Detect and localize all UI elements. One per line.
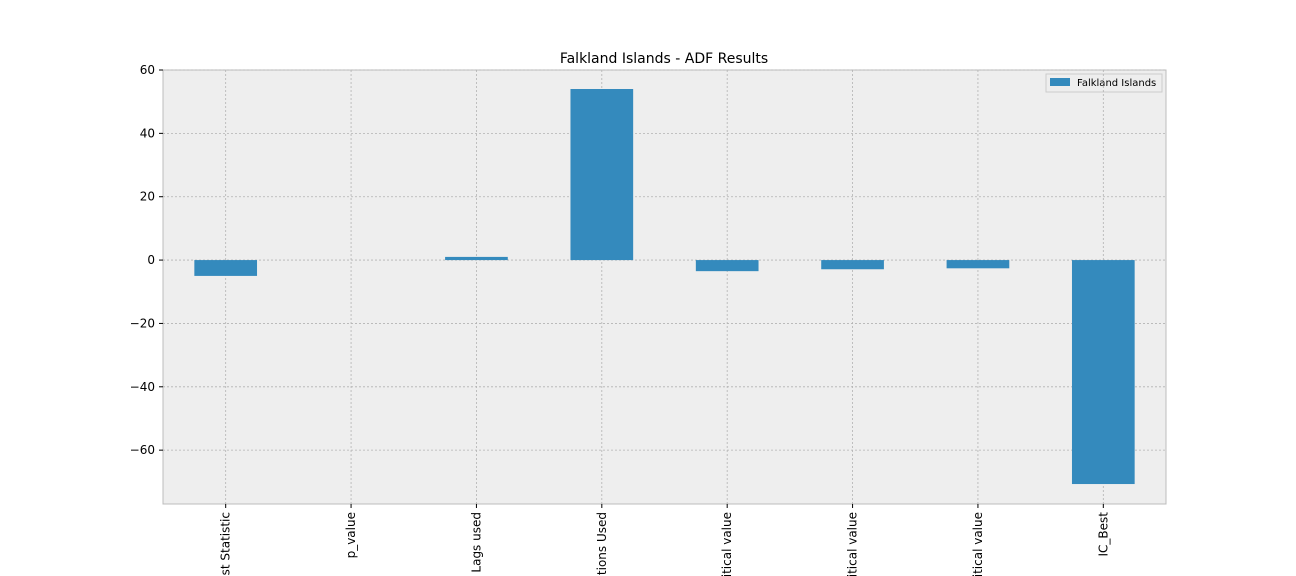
x-tick-label: IC_Best	[1096, 512, 1110, 557]
bar	[695, 260, 759, 272]
chart-title: Falkland Islands - ADF Results	[560, 51, 768, 67]
legend: Falkland Islands	[1045, 73, 1163, 93]
y-tick-label: 60	[140, 63, 155, 77]
bar	[445, 256, 508, 261]
bar	[1071, 260, 1135, 485]
bar	[194, 260, 258, 276]
y-tick-label: −60	[130, 443, 155, 457]
bar	[821, 260, 884, 270]
x-tick-label: est Statistic	[219, 512, 233, 576]
y-tick-label: 20	[140, 190, 155, 204]
x-tick-label: ritical value	[846, 512, 860, 576]
y-tick-label: 0	[147, 253, 155, 267]
x-tick-label: ritical value	[720, 512, 734, 576]
legend-box	[1045, 73, 1163, 93]
x-tick-label: p_value	[344, 512, 358, 558]
legend-swatch	[1050, 78, 1070, 86]
y-tick-label: 40	[140, 126, 155, 140]
x-tick-label: ations Used	[595, 512, 609, 576]
bar	[946, 260, 1010, 269]
x-tick-label: Lags used	[469, 512, 483, 573]
legend-label: Falkland Islands	[1077, 78, 1156, 89]
x-tick-label: ritical value	[971, 512, 985, 576]
y-tick-label: −40	[130, 380, 155, 394]
bar	[570, 89, 634, 261]
y-tick-label: −20	[130, 316, 155, 330]
plot-area	[162, 69, 1167, 505]
